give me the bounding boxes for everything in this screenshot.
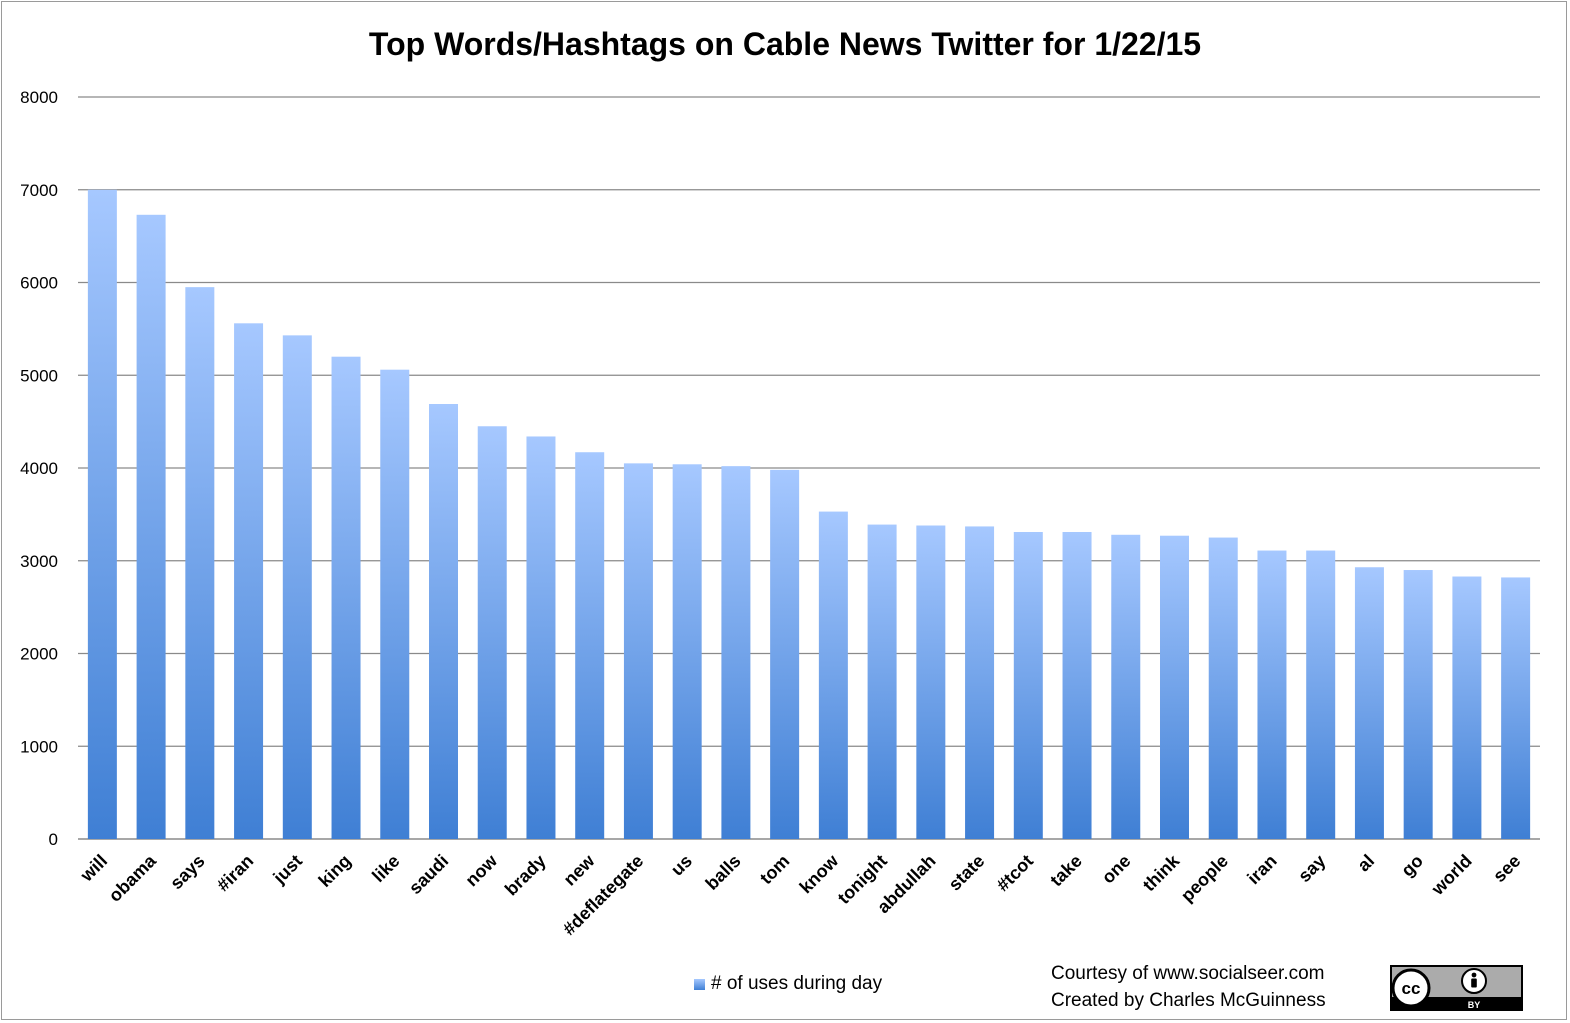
y-tick-label: 6000 [20,274,58,293]
legend: # of uses during day [694,973,882,995]
bar-hashtag-tcot [1013,531,1043,839]
credit-line-source: Courtesy of www.socialseer.com [1051,963,1325,984]
x-tick-label: will [76,851,111,886]
bar-obama [136,214,166,840]
bar-will [87,189,117,839]
bar-like [380,369,410,839]
y-tick-label: 2000 [20,645,58,664]
x-tick-label: go [1397,851,1427,881]
y-tick-label: 7000 [20,181,58,200]
bar-hashtag-iran [234,323,264,839]
bar-new [575,452,605,839]
x-tick-label: says [166,851,208,893]
x-tick-label: one [1098,851,1135,888]
bar-says [185,287,215,839]
bar-tonight [867,524,897,839]
bar-see [1501,577,1531,839]
bars [87,189,1531,840]
x-tick-label: king [315,851,355,891]
bar-people [1208,537,1238,839]
bar-state [965,526,995,839]
x-tick-label: #tcot [993,851,1038,896]
y-tick-label: 1000 [20,737,58,756]
x-tick-label: now [461,850,501,890]
bar-think [1160,535,1189,839]
bar-go [1403,570,1433,839]
bar-hashtag-deflategate [623,463,653,839]
bar-brady [526,436,556,839]
y-tick-label: 8000 [20,88,58,107]
svg-text:cc: cc [1402,979,1421,998]
bar-just [282,335,312,839]
legend-label: # of uses during day [711,973,883,994]
x-tick-label: #iran [213,851,258,896]
bar-al [1354,567,1384,839]
y-axis-tick-labels: 0 1000 2000 3000 4000 5000 6000 7000 8000 [20,88,58,849]
x-tick-label: saudi [405,851,452,898]
creative-commons-by-icon: cc BY [1390,965,1523,1011]
license-badge-text: BY [1468,1000,1481,1010]
bar-abdullah [916,525,946,839]
x-tick-label: balls [702,851,745,894]
bar-balls [721,466,751,839]
x-tick-label: new [560,850,600,890]
x-tick-label: brady [501,851,550,900]
x-tick-label: state [945,851,989,895]
x-tick-label: say [1294,851,1329,886]
bar-say [1306,550,1336,839]
x-tick-label: people [1177,851,1232,906]
bar-one [1111,534,1141,839]
x-tick-label: al [1354,851,1379,876]
bar-iran [1257,550,1287,839]
x-tick-label: iran [1243,851,1280,888]
chart-title: Top Words/Hashtags on Cable News Twitter… [368,26,1202,62]
x-tick-label: know [796,850,843,897]
x-tick-label: take [1046,851,1086,891]
bar-us [672,464,702,839]
y-tick-label: 3000 [20,552,58,571]
bar-saudi [429,404,458,839]
y-tick-label: 5000 [20,366,58,385]
legend-swatch [694,978,705,990]
y-tick-label: 4000 [20,459,58,478]
bar-tom [770,469,800,839]
x-tick-label: world [1427,851,1476,900]
y-tick-label: 0 [49,830,58,849]
bar-now [477,426,507,839]
x-tick-label: tom [756,851,793,888]
bar-take [1062,531,1092,839]
x-tick-label: us [667,851,696,880]
x-tick-label: just [269,851,306,888]
credit-line-author: Created by Charles McGuinness [1051,990,1326,1011]
x-tick-label: see [1489,851,1524,886]
bar-world [1452,576,1482,839]
x-tick-label: like [368,851,403,886]
bar-know [818,511,848,839]
bar-king [331,356,361,839]
x-tick-label: obama [105,850,161,906]
gridlines [78,96,1540,840]
x-tick-label: think [1139,850,1184,895]
